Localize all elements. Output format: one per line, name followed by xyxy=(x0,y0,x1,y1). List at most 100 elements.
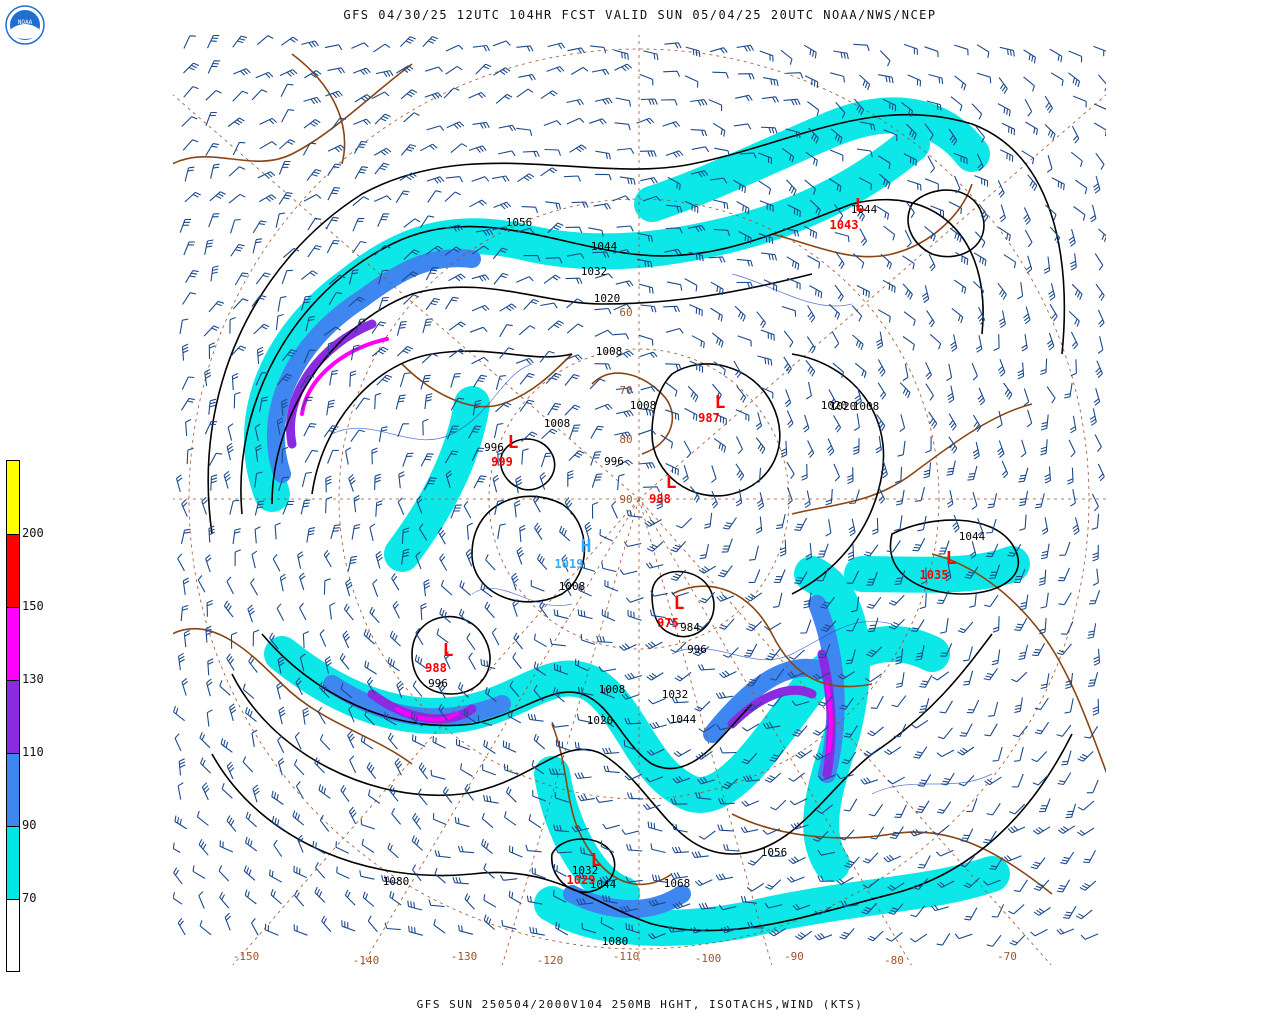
wind-barb xyxy=(831,330,840,349)
wind-barb xyxy=(201,496,208,515)
wind-barb xyxy=(254,500,265,516)
wind-barb xyxy=(895,648,904,665)
wind-barb xyxy=(1095,152,1105,170)
wind-barb xyxy=(363,629,375,645)
wind-barb xyxy=(209,191,226,202)
wind-barb xyxy=(1067,467,1074,485)
wind-barb xyxy=(769,749,784,762)
wind-barb xyxy=(244,889,257,905)
wind-barb xyxy=(913,746,928,759)
wind-barb xyxy=(1043,256,1051,274)
wind-barb xyxy=(465,548,474,567)
wind-barb xyxy=(303,349,316,364)
wind-barb xyxy=(298,572,306,591)
wind-barb xyxy=(591,501,599,519)
wind-barb xyxy=(565,277,583,285)
wind-barb xyxy=(483,794,499,804)
wind-barb xyxy=(894,466,903,484)
wind-barb xyxy=(342,630,350,649)
wind-barb xyxy=(683,440,692,459)
wind-barb xyxy=(1040,543,1050,560)
wind-barb xyxy=(397,423,409,438)
wind-barb xyxy=(867,617,879,633)
wind-barb xyxy=(480,582,493,598)
wind-barb xyxy=(670,872,688,880)
wind-barb xyxy=(350,344,360,361)
wind-barb xyxy=(1039,798,1051,813)
wind-barb xyxy=(829,149,844,162)
wind-barb xyxy=(735,489,743,507)
wind-barb xyxy=(1014,617,1028,631)
wind-barb xyxy=(786,410,794,428)
wind-barb xyxy=(210,474,218,491)
wind-barb xyxy=(999,46,1015,57)
wind-barb xyxy=(469,199,487,208)
wind-barb xyxy=(619,176,636,185)
wind-barb xyxy=(765,648,781,661)
wind-barb xyxy=(878,173,891,190)
wind-barb xyxy=(366,676,376,695)
wind-barb xyxy=(281,36,299,46)
wind-barb xyxy=(399,172,417,182)
wind-barb xyxy=(178,758,186,776)
wind-barb xyxy=(926,100,942,111)
wind-barb xyxy=(339,653,350,670)
wind-barb xyxy=(347,555,358,572)
wind-barb xyxy=(639,73,654,86)
wind-barb xyxy=(1035,493,1045,509)
wind-barb xyxy=(602,747,620,755)
wind-barb xyxy=(364,660,377,675)
wind-barb xyxy=(907,179,922,191)
wind-barb xyxy=(537,553,548,570)
wind-barb xyxy=(1065,672,1074,690)
wind-barb xyxy=(394,758,403,776)
wind-barb xyxy=(360,818,375,830)
wind-barb xyxy=(517,173,535,183)
wind-barb xyxy=(1034,721,1050,735)
wind-barb xyxy=(353,140,368,154)
wind-barb xyxy=(599,529,613,542)
wind-barb xyxy=(1044,124,1056,140)
wind-barb xyxy=(736,258,753,267)
wind-barb xyxy=(278,706,286,725)
wind-barb xyxy=(957,746,975,756)
wind-barb xyxy=(785,128,801,139)
wind-barb xyxy=(427,190,442,203)
wind-barb xyxy=(443,87,460,99)
wind-barb xyxy=(1095,283,1105,301)
wind-barb xyxy=(948,201,962,215)
wind-barb xyxy=(545,257,563,264)
low-center: L 975 xyxy=(657,593,684,630)
wind-barb xyxy=(1033,907,1051,916)
wind-barb xyxy=(495,93,513,104)
wind-barb xyxy=(516,276,534,283)
wind-barb xyxy=(698,565,716,574)
wind-barb xyxy=(925,362,932,380)
wind-barb xyxy=(563,578,572,597)
wind-barb xyxy=(885,931,903,942)
wind-barb xyxy=(182,292,197,305)
wind-barb xyxy=(818,644,831,658)
wind-barb xyxy=(448,273,466,282)
wind-barb xyxy=(199,732,211,749)
lat-label: 80 xyxy=(619,433,632,446)
wind-barb xyxy=(359,870,375,880)
wind-barb xyxy=(552,687,565,703)
wind-barb xyxy=(902,336,915,351)
wind-barb xyxy=(1008,904,1025,915)
wind-barb xyxy=(498,150,516,157)
wind-barb xyxy=(205,554,212,573)
wind-barb xyxy=(812,830,829,842)
wind-barb xyxy=(624,773,643,781)
wind-barb xyxy=(638,408,655,417)
wind-barb xyxy=(801,463,808,481)
chart-footer: GFS SUN 250504/2000V104 250MB HGHT, ISOT… xyxy=(416,998,864,1011)
wind-barb xyxy=(976,44,990,59)
wind-barb xyxy=(353,495,360,513)
low-center: L 988 xyxy=(425,640,453,675)
wind-barb xyxy=(959,855,975,868)
wind-barb xyxy=(903,153,917,166)
wind-barb xyxy=(691,146,710,153)
wind-barb xyxy=(559,525,571,542)
wind-barb xyxy=(834,284,844,302)
